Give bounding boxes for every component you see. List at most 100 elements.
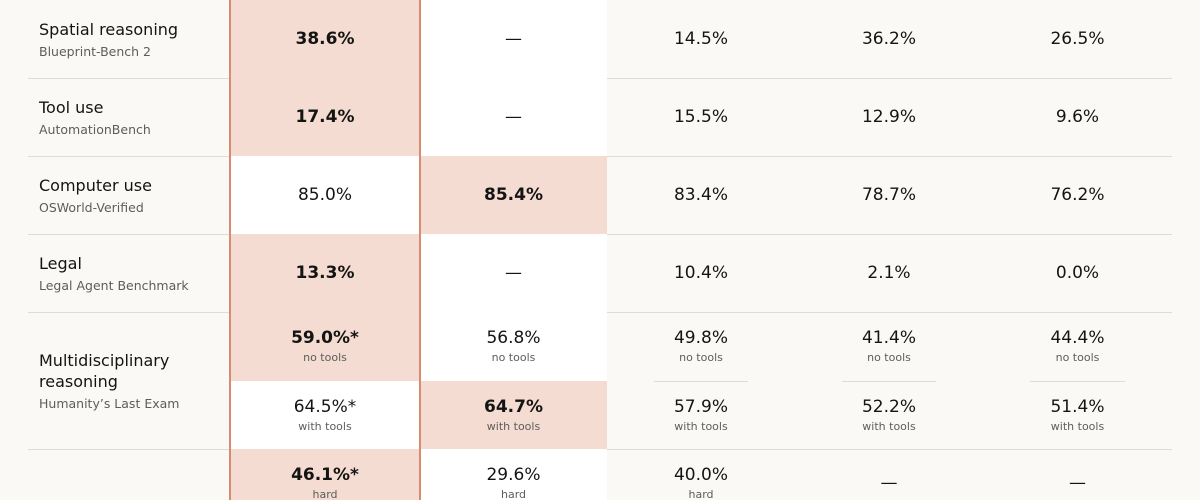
score-cell: 41.4% no tools: [795, 312, 983, 381]
score-value: —: [1069, 473, 1086, 494]
score-value: 40.0%: [673, 465, 728, 486]
score-value: 2.1%: [867, 263, 911, 283]
score-value: —: [505, 107, 522, 127]
score-value: 26.5%: [1050, 29, 1105, 49]
score-note: hard: [688, 488, 714, 500]
score-cell: 52.2% with tools: [795, 381, 983, 450]
score-value: 38.6%: [295, 29, 355, 49]
score-cell: 46.1%* hard: [230, 449, 420, 500]
score-cell: 78.7%: [795, 156, 983, 234]
benchmark-category: Computer use: [39, 176, 152, 195]
score-value: 14.5%: [673, 29, 728, 49]
score-value: 78.7%: [861, 185, 916, 205]
score-cell: 29.6% hard: [420, 449, 607, 500]
score-cell: 83.4%: [607, 156, 795, 234]
score-cell: 64.7% with tools: [420, 380, 607, 449]
score-cell: 26.5%: [983, 0, 1172, 78]
column-highlight-border: [229, 0, 231, 500]
score-value: 64.5%*: [293, 396, 357, 417]
score-note: with tools: [298, 419, 352, 433]
score-cell: 12.9%: [795, 78, 983, 156]
score-value: 0.0%: [1055, 263, 1100, 283]
score-note: with tools: [486, 419, 541, 433]
score-cell: 85.0%: [230, 156, 420, 234]
score-value: 56.8%: [486, 328, 541, 349]
score-cell: 44.4% no tools: [983, 312, 1172, 381]
score-cell: —: [795, 449, 983, 500]
row-label: Computer use OSWorld-Verified: [28, 156, 230, 234]
score-value: 10.4%: [673, 263, 728, 283]
score-cell: 15.5%: [607, 78, 795, 156]
score-cell: 14.5%: [607, 0, 795, 78]
benchmark-name: AutomationBench: [39, 122, 151, 137]
score-value: 15.5%: [673, 107, 728, 127]
score-value: 85.0%: [297, 185, 352, 205]
row-label: [28, 449, 230, 500]
score-cell: 9.6%: [983, 78, 1172, 156]
score-cell: 38.6%: [230, 0, 420, 78]
row-label: Tool use AutomationBench: [28, 78, 230, 156]
score-cell: 64.5%* with tools: [230, 380, 420, 449]
score-cell: 57.9% with tools: [607, 381, 795, 450]
subrow-divider: [842, 380, 936, 382]
row-label: Spatial reasoning Blueprint-Bench 2: [28, 0, 230, 78]
score-value: 76.2%: [1050, 185, 1105, 205]
score-note: no tools: [1055, 351, 1100, 365]
score-cell: 0.0%: [983, 234, 1172, 312]
row-label: Multidisciplinary reasoning Humanity’s La…: [28, 312, 230, 449]
score-value: 17.4%: [295, 107, 355, 127]
score-value: —: [505, 263, 522, 283]
score-value: 12.9%: [861, 107, 916, 127]
score-note: hard: [500, 488, 527, 500]
score-cell: —: [420, 0, 607, 78]
score-value: —: [880, 473, 898, 494]
score-cell: 40.0% hard: [607, 449, 795, 500]
score-cell: 76.2%: [983, 156, 1172, 234]
subrow-divider: [654, 380, 748, 382]
benchmark-category: Multidisciplinary reasoning: [39, 351, 170, 391]
score-note: with tools: [1050, 419, 1105, 433]
score-cell: —: [983, 449, 1172, 500]
score-cell: 17.4%: [230, 78, 420, 156]
score-note: no tools: [491, 351, 536, 365]
score-cell: 85.4%: [420, 156, 607, 234]
score-value: 41.4%: [861, 328, 916, 349]
benchmark-category: Legal: [39, 254, 82, 273]
score-cell: 36.2%: [795, 0, 983, 78]
score-cell: 59.0%* no tools: [230, 312, 420, 381]
score-note: with tools: [862, 419, 916, 433]
score-note: no tools: [303, 351, 347, 365]
score-value: 85.4%: [484, 185, 543, 205]
score-note: with tools: [674, 419, 728, 433]
score-cell: 51.4% with tools: [983, 381, 1172, 450]
score-cell: 2.1%: [795, 234, 983, 312]
column-highlight-border: [419, 0, 421, 500]
score-value: 52.2%: [861, 396, 916, 417]
score-cell: 10.4%: [607, 234, 795, 312]
benchmark-name: OSWorld-Verified: [39, 200, 144, 215]
score-value: 64.7%: [484, 396, 543, 417]
score-value: 13.3%: [295, 263, 355, 283]
score-value: 44.4%: [1050, 328, 1105, 349]
score-value: 49.8%: [673, 328, 728, 349]
score-value: 36.2%: [861, 29, 916, 49]
benchmark-category: Tool use: [39, 98, 104, 117]
score-value: 29.6%: [486, 465, 541, 486]
score-note: no tools: [867, 351, 911, 365]
score-cell: 13.3%: [230, 234, 420, 312]
benchmark-category: Spatial reasoning: [39, 20, 179, 39]
score-note: hard: [312, 488, 338, 500]
score-value: 51.4%: [1050, 396, 1105, 417]
benchmark-name: Legal Agent Benchmark: [39, 278, 189, 293]
score-value: 9.6%: [1055, 107, 1100, 127]
score-cell: —: [420, 234, 607, 312]
subrow-divider: [1030, 380, 1125, 382]
score-value: 83.4%: [673, 185, 728, 205]
score-cell: 49.8% no tools: [607, 312, 795, 381]
score-value: 57.9%: [673, 396, 728, 417]
score-cell: 56.8% no tools: [420, 312, 607, 381]
score-note: no tools: [679, 351, 723, 365]
score-value: 46.1%*: [291, 465, 359, 486]
benchmark-name: Blueprint-Bench 2: [39, 44, 152, 59]
